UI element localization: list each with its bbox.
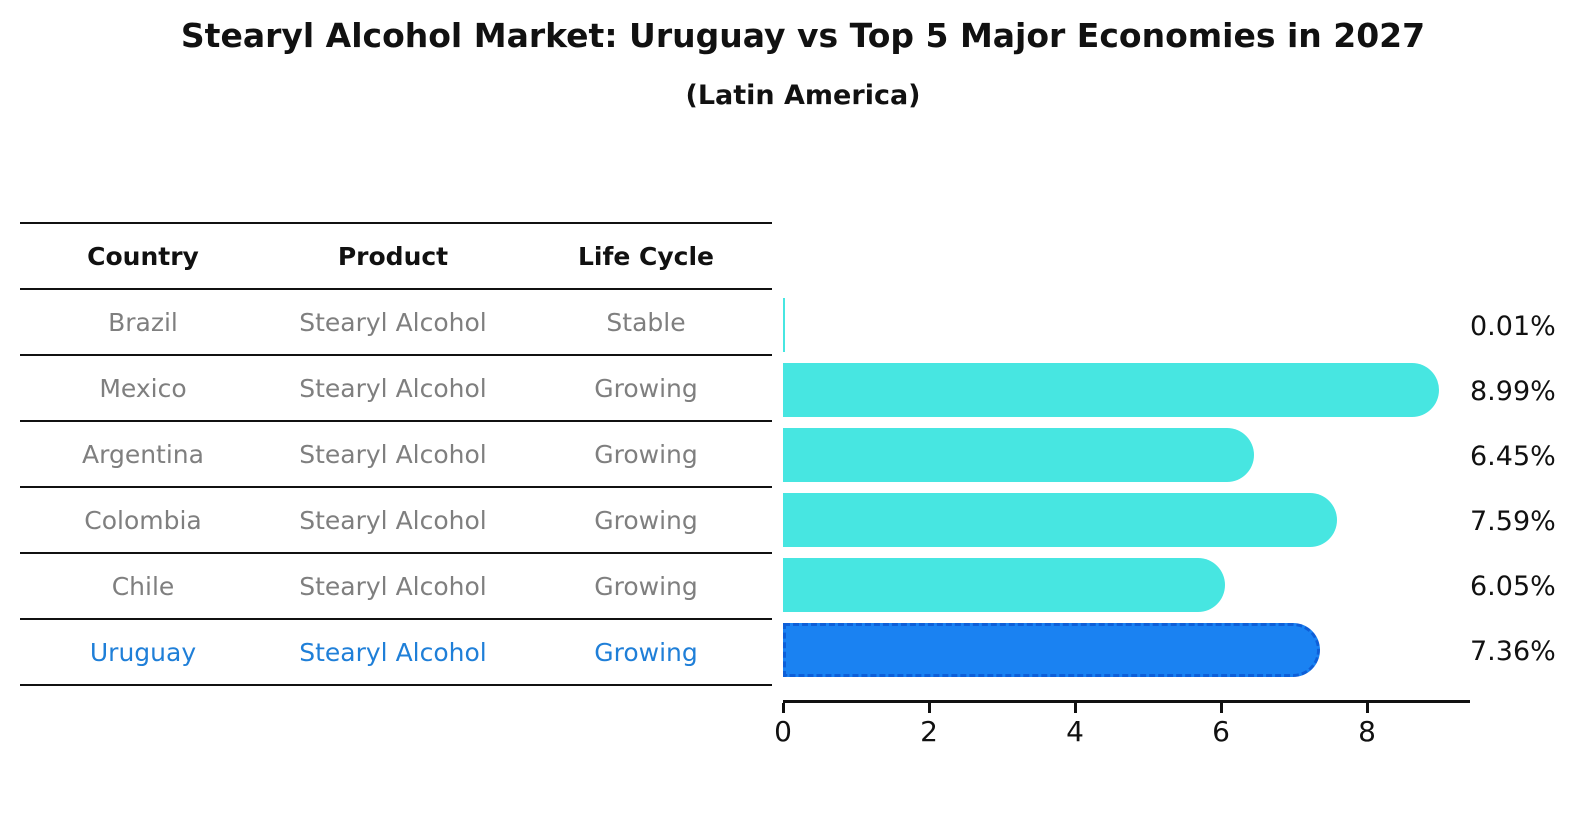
bar-value-label: 7.59% bbox=[1470, 506, 1556, 537]
cell-product: Stearyl Alcohol bbox=[266, 421, 520, 488]
table-row: Brazil Stearyl Alcohol Stable bbox=[20, 289, 772, 356]
x-axis-line bbox=[783, 700, 1470, 703]
cell-country: Chile bbox=[20, 553, 266, 620]
cell-product: Stearyl Alcohol bbox=[266, 355, 520, 422]
cell-country: Mexico bbox=[20, 355, 266, 422]
cell-product: Stearyl Alcohol bbox=[266, 289, 520, 356]
x-axis-tick bbox=[928, 703, 931, 713]
cell-country: Colombia bbox=[20, 487, 266, 554]
bar-value-label: 8.99% bbox=[1470, 376, 1556, 407]
header-product: Product bbox=[266, 223, 520, 290]
x-axis-tick bbox=[1220, 703, 1223, 713]
table-row: Mexico Stearyl Alcohol Growing bbox=[20, 355, 772, 422]
bar-value-label: 6.45% bbox=[1470, 441, 1556, 472]
cell-life-cycle: Growing bbox=[520, 619, 772, 686]
bar-brazil bbox=[783, 298, 785, 352]
x-axis-tick bbox=[1366, 703, 1369, 713]
bar-uruguay bbox=[783, 623, 1320, 677]
table-row: Chile Stearyl Alcohol Growing bbox=[20, 553, 772, 620]
header-life-cycle: Life Cycle bbox=[520, 223, 772, 290]
x-axis-tick-label: 8 bbox=[1358, 715, 1376, 748]
x-axis-tick-label: 4 bbox=[1066, 715, 1084, 748]
cell-life-cycle: Growing bbox=[520, 553, 772, 620]
bar-mexico bbox=[783, 363, 1439, 417]
cell-country: Uruguay bbox=[20, 619, 266, 686]
cell-life-cycle: Growing bbox=[520, 421, 772, 488]
cell-country: Brazil bbox=[20, 289, 266, 356]
x-axis-tick-label: 6 bbox=[1212, 715, 1230, 748]
cell-life-cycle: Growing bbox=[520, 487, 772, 554]
table-row: Colombia Stearyl Alcohol Growing bbox=[20, 487, 772, 554]
bar-colombia bbox=[783, 493, 1337, 547]
cell-country: Argentina bbox=[20, 421, 266, 488]
bar-value-label: 0.01% bbox=[1470, 311, 1556, 342]
cell-product: Stearyl Alcohol bbox=[266, 553, 520, 620]
bar-value-label: 7.36% bbox=[1470, 636, 1556, 667]
cell-life-cycle: Growing bbox=[520, 355, 772, 422]
country-table: Country Product Life Cycle Brazil Steary… bbox=[20, 222, 772, 686]
table-header-row: Country Product Life Cycle bbox=[20, 223, 772, 290]
bar-chile bbox=[783, 558, 1225, 612]
x-axis-tick bbox=[782, 703, 785, 713]
cell-life-cycle: Stable bbox=[520, 289, 772, 356]
chart-title: Stearyl Alcohol Market: Uruguay vs Top 5… bbox=[180, 16, 1426, 55]
bar-value-label: 6.05% bbox=[1470, 571, 1556, 602]
chart-subtitle: (Latin America) bbox=[685, 80, 921, 111]
x-axis-tick-label: 0 bbox=[774, 715, 792, 748]
bar-argentina bbox=[783, 428, 1254, 482]
header-country: Country bbox=[20, 223, 266, 290]
x-axis-tick-label: 2 bbox=[920, 715, 938, 748]
cell-product: Stearyl Alcohol bbox=[266, 619, 520, 686]
table-row: Argentina Stearyl Alcohol Growing bbox=[20, 421, 772, 488]
x-axis-tick bbox=[1074, 703, 1077, 713]
table-row-uruguay: Uruguay Stearyl Alcohol Growing bbox=[20, 619, 772, 686]
cell-product: Stearyl Alcohol bbox=[266, 487, 520, 554]
